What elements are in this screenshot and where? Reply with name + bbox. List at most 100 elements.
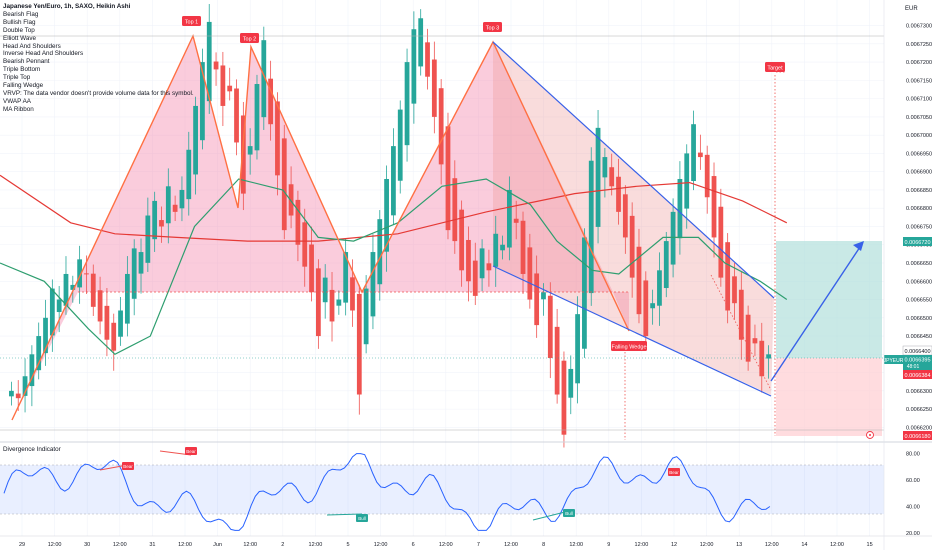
legend-item[interactable]: Triple Top — [3, 74, 31, 82]
candle-body — [616, 176, 621, 212]
candle-body — [227, 85, 233, 92]
label-top2-text: Top 2 — [243, 37, 256, 43]
time-tick-label: 15 — [867, 542, 873, 548]
candle-body — [281, 138, 287, 231]
target-zone — [776, 241, 882, 358]
candle-body — [124, 273, 130, 324]
candle-body — [288, 184, 294, 216]
symbol-title[interactable]: Japanese Yen/Euro, 1h, SAXO, Heikin Ashi — [3, 3, 131, 10]
currency-label: EUR — [905, 6, 918, 12]
bull-tag-1-text: Bull — [358, 516, 366, 521]
legend-item[interactable]: Inverse Head And Shoulders — [3, 50, 84, 58]
breakout-arrow — [770, 246, 861, 382]
candle-body — [145, 215, 151, 263]
candle-body — [738, 289, 744, 340]
legend-item[interactable]: Falling Wedge — [3, 82, 44, 90]
badge-target-text: 0.0066720 — [905, 240, 931, 246]
candle-body — [9, 390, 14, 397]
candle-body — [609, 167, 615, 187]
candle-body — [15, 393, 21, 399]
candle-body — [70, 284, 76, 290]
candle-body — [466, 239, 471, 282]
candle-body — [561, 360, 567, 435]
stop-zone — [776, 358, 882, 436]
label-top1: Top 1 — [182, 16, 201, 26]
price-tick-label: 0.0067100 — [906, 97, 932, 103]
candle-body — [220, 65, 226, 106]
legend-item[interactable]: Elliott Wave — [3, 34, 37, 42]
candle-body — [391, 146, 396, 216]
candle-body — [186, 149, 192, 200]
indicator-title[interactable]: Divergence Indicator — [3, 446, 61, 453]
time-tick-label: 12:00 — [765, 542, 779, 548]
time-tick-label: 6 — [412, 542, 415, 548]
candle-body — [165, 186, 171, 224]
legend-item[interactable]: VRVP: The data vendor doesn't provide vo… — [3, 89, 194, 97]
stop-marker-dot — [869, 434, 871, 436]
legend-item[interactable]: Bearish Pennant — [3, 58, 50, 66]
candle-body — [732, 276, 737, 304]
badge-stop: 0.0066384 — [903, 370, 932, 379]
time-tick-label: 12:00 — [569, 542, 583, 548]
candle-body — [152, 200, 158, 240]
legend-item[interactable]: VWAP AA — [3, 97, 31, 105]
candle-body — [745, 314, 751, 362]
candle-body — [438, 88, 444, 165]
candle-body — [404, 62, 410, 146]
price-tick-label: 0.0066900 — [906, 170, 932, 176]
bull-tag-2: Bull — [563, 509, 575, 517]
candle-body — [663, 241, 669, 289]
candle-body — [479, 248, 485, 279]
time-axis[interactable]: 29 12:00 30 12:00 31 12:00 Jun 12:00 2 12:00 5 12:0… — [19, 542, 873, 548]
candle-body — [49, 288, 55, 336]
price-tick-label: 0.0067000 — [906, 133, 932, 139]
candle-body — [520, 220, 526, 274]
legend-item[interactable]: Bearish Flag — [3, 10, 39, 18]
candle-body — [104, 305, 110, 340]
candle-body — [240, 115, 246, 194]
candle-body — [90, 273, 96, 307]
label-target-text: Target — [767, 66, 783, 72]
candle-body — [759, 340, 765, 377]
candle-body — [431, 59, 437, 117]
label-falling-wedge: Falling Wedge — [611, 341, 647, 351]
legend-item[interactable]: MA Ribbon — [3, 105, 34, 113]
candle-body — [118, 310, 123, 337]
legend-item[interactable]: Double Top — [3, 26, 35, 34]
candle-body — [513, 218, 519, 223]
time-tick-label: 12:00 — [700, 542, 714, 548]
bull-divergence-line-1 — [326, 513, 363, 516]
badge-target: 0.0066720 — [903, 237, 932, 246]
candle-body — [213, 61, 219, 70]
bear-tag-2-text: Bear — [186, 449, 196, 454]
price-tick-label: 0.0066950 — [906, 151, 932, 157]
legend-item[interactable]: Bullish Flag — [3, 18, 36, 26]
candle-body — [582, 237, 587, 349]
candle-body — [697, 152, 703, 158]
oscillator-tick-label: 80.00 — [906, 452, 920, 458]
time-tick-label: 12:00 — [830, 542, 844, 548]
price-tick-label: 0.0067200 — [906, 60, 932, 66]
candle-body — [472, 260, 478, 296]
candle-body — [111, 322, 117, 351]
candle-body — [363, 288, 369, 345]
oscillator-line — [3, 453, 771, 531]
bear-tag-3-text: Bear — [669, 470, 679, 475]
badge-current: JPYEUR 0.0066395 48:01 — [884, 355, 932, 370]
candle-body — [636, 246, 642, 315]
badge-entry-text: 0.0066400 — [905, 349, 931, 355]
legend-item[interactable]: Head And Shoulders — [3, 42, 61, 50]
candle-body — [172, 204, 178, 212]
price-axis[interactable]: 0.0067300 0.0067250 0.0067200 0.0067150 0.00… — [906, 24, 932, 432]
candle-body — [547, 295, 553, 358]
label-falling-wedge-text: Falling Wedge — [611, 345, 646, 351]
candle-body — [247, 146, 253, 155]
ma-green-line — [0, 178, 788, 356]
candle-body — [670, 211, 676, 265]
legend-item[interactable]: Triple Bottom — [3, 66, 41, 74]
ma-red-line — [0, 174, 788, 242]
label-top3: Top 3 — [483, 22, 502, 32]
price-tick-label: 0.0066500 — [906, 316, 932, 322]
oscillator-axis[interactable]: 80.00 60.00 40.00 20.00 — [906, 452, 920, 537]
candle-body — [486, 263, 492, 271]
